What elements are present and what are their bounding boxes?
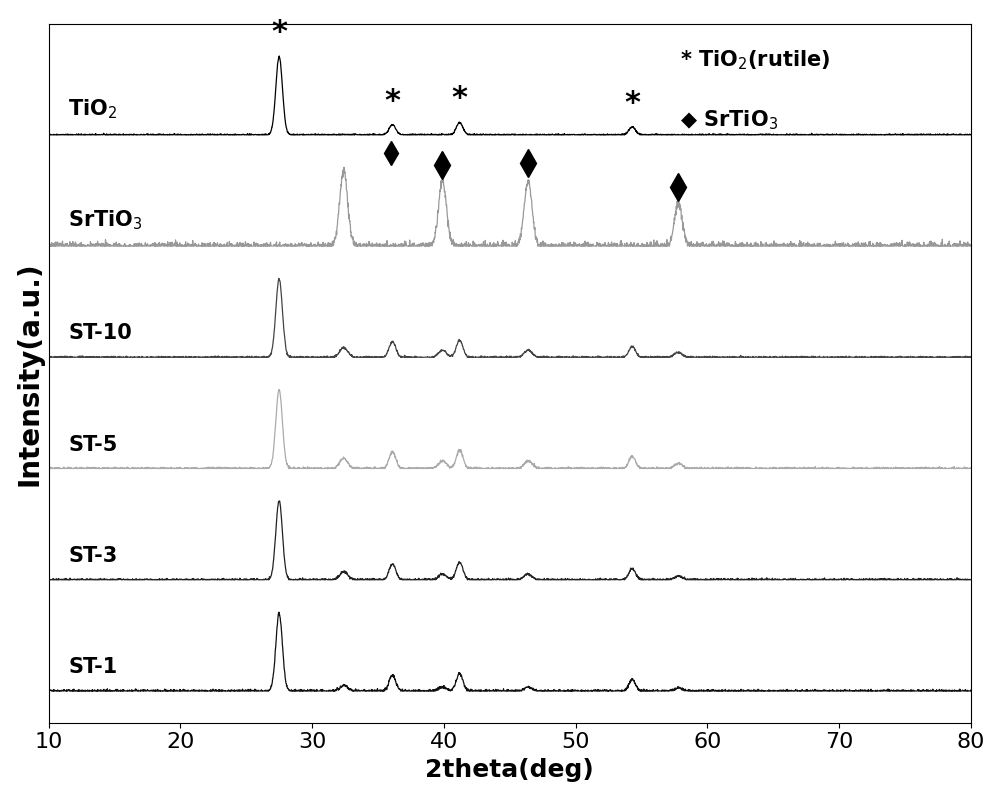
- Text: ST-3: ST-3: [68, 546, 118, 566]
- Text: TiO$_2$: TiO$_2$: [68, 97, 118, 121]
- Text: ST-10: ST-10: [68, 324, 132, 344]
- Y-axis label: Intensity(a.u.): Intensity(a.u.): [15, 261, 43, 486]
- Text: $◆$ SrTiO$_3$: $◆$ SrTiO$_3$: [680, 108, 778, 132]
- Text: ST-1: ST-1: [68, 657, 118, 677]
- Text: SrTiO$_3$: SrTiO$_3$: [68, 209, 143, 232]
- Text: *: *: [384, 87, 400, 116]
- Text: *: *: [624, 89, 640, 118]
- Text: *: *: [271, 18, 287, 47]
- Text: *: *: [452, 84, 468, 113]
- Text: ST-5: ST-5: [68, 434, 118, 454]
- Text: * TiO$_2$(rutile): * TiO$_2$(rutile): [680, 49, 831, 73]
- X-axis label: 2theta(deg): 2theta(deg): [425, 758, 594, 782]
